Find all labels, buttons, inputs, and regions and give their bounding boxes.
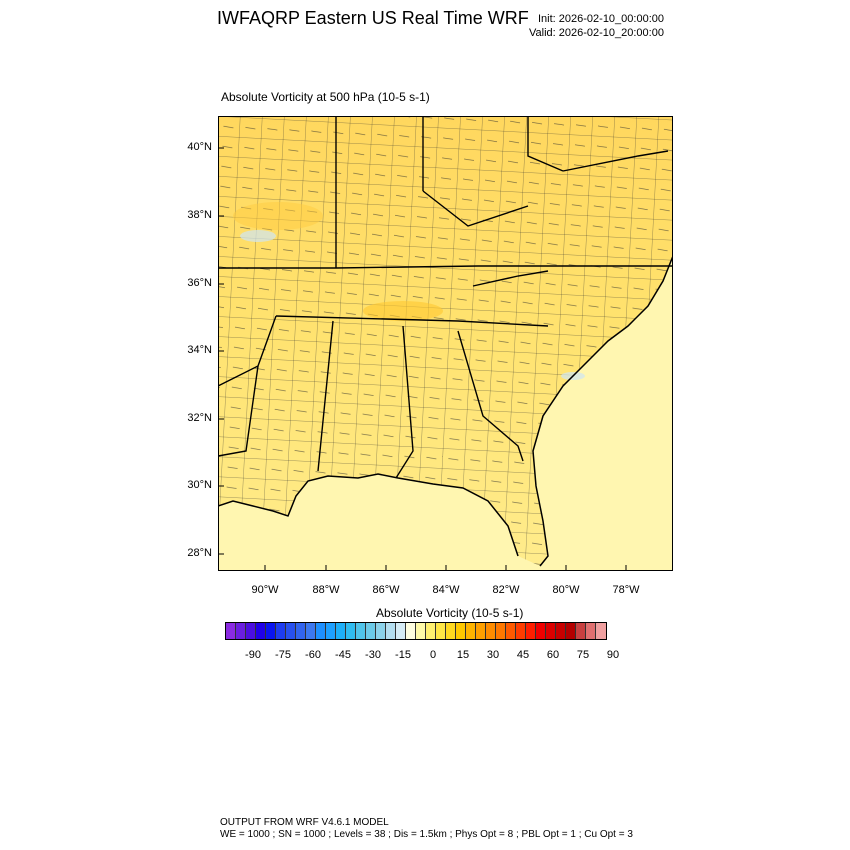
colorbar-tick-label: -45 (335, 649, 351, 661)
vorticity-minimum (240, 230, 276, 242)
colorbar-swatch (346, 623, 356, 639)
valid-time: Valid: 2026-02-10_20:00:00 (529, 27, 664, 39)
colorbar-swatch (516, 623, 526, 639)
lat-label: 28°N (187, 547, 212, 559)
colorbar-swatch (416, 623, 426, 639)
colorbar-tick-label: -15 (395, 649, 411, 661)
colorbar-swatch (326, 623, 336, 639)
colorbar-swatch (586, 623, 596, 639)
lat-label: 32°N (187, 412, 212, 424)
colorbar-title: Absolute Vorticity (10-5 s-1) (376, 606, 524, 620)
colorbar-swatch (256, 623, 266, 639)
colorbar-tick-label: 75 (576, 649, 590, 661)
colorbar-tick-label: 30 (486, 649, 500, 661)
colorbar-swatch (366, 623, 376, 639)
colorbar-swatch (506, 623, 516, 639)
colorbar-swatch (296, 623, 306, 639)
colorbar-swatch (406, 623, 416, 639)
colorbar-swatch (566, 623, 576, 639)
colorbar-tick-label: 60 (546, 649, 560, 661)
colorbar-swatch (336, 623, 346, 639)
lat-label: 38°N (187, 209, 212, 221)
vorticity-maximum (233, 202, 323, 230)
init-time: Init: 2026-02-10_00:00:00 (538, 13, 664, 25)
colorbar-swatch (446, 623, 456, 639)
colorbar-swatch (386, 623, 396, 639)
colorbar-swatch (396, 623, 406, 639)
lon-label: 90°W (251, 584, 279, 596)
colorbar-swatch (596, 623, 606, 639)
colorbar-swatch (556, 623, 566, 639)
colorbar-tick-label: -75 (275, 649, 291, 661)
field-title: Absolute Vorticity at 500 hPa (10-5 s-1) (221, 90, 430, 104)
state-borders (218, 116, 673, 479)
colorbar-swatch (476, 623, 486, 639)
colorbar-tick-label: 15 (456, 649, 470, 661)
colorbar-swatch (236, 623, 246, 639)
lat-label: 34°N (187, 344, 212, 356)
model-info: OUTPUT FROM WRF V4.6.1 MODEL (220, 817, 389, 828)
colorbar-tick-label: 0 (429, 649, 437, 661)
map (218, 116, 673, 571)
colorbar-swatch (316, 623, 326, 639)
model-settings: WE = 1000 ; SN = 1000 ; Levels = 38 ; Di… (220, 829, 633, 840)
colorbar-swatch (226, 623, 236, 639)
colorbar-swatch (306, 623, 316, 639)
colorbar-swatch (576, 623, 586, 639)
colorbar-swatch (276, 623, 286, 639)
lat-label: 36°N (187, 277, 212, 289)
colorbar-swatch (376, 623, 386, 639)
lon-label: 88°W (312, 584, 340, 596)
colorbar-swatch (466, 623, 476, 639)
colorbar-swatch (246, 623, 256, 639)
colorbar-swatch (436, 623, 446, 639)
lon-label: 80°W (552, 584, 580, 596)
colorbar-swatch (546, 623, 556, 639)
lat-label: 30°N (187, 479, 212, 491)
colorbar-swatch (456, 623, 466, 639)
colorbar (225, 622, 607, 640)
colorbar-swatch (266, 623, 276, 639)
colorbar-swatch (486, 623, 496, 639)
axis-ticks (218, 147, 627, 571)
colorbar-tick-label: -60 (305, 649, 321, 661)
colorbar-swatch (496, 623, 506, 639)
colorbar-tick-label: -30 (365, 649, 381, 661)
lon-label: 86°W (372, 584, 400, 596)
colorbar-swatch (526, 623, 536, 639)
lon-label: 82°W (492, 584, 520, 596)
page-title: IWFAQRP Eastern US Real Time WRF (217, 8, 529, 28)
lon-label: 78°W (612, 584, 640, 596)
county-lines (218, 116, 673, 566)
colorbar-tick-label: -90 (245, 649, 261, 661)
colorbar-tick-label: 90 (606, 649, 620, 661)
lat-label: 40°N (187, 141, 212, 153)
colorbar-swatch (426, 623, 436, 639)
lon-label: 84°W (432, 584, 460, 596)
colorbar-swatch (356, 623, 366, 639)
vorticity-maximum (363, 301, 443, 321)
coastline (218, 255, 673, 567)
colorbar-swatch (536, 623, 546, 639)
colorbar-tick-label: 45 (516, 649, 530, 661)
colorbar-swatch (286, 623, 296, 639)
